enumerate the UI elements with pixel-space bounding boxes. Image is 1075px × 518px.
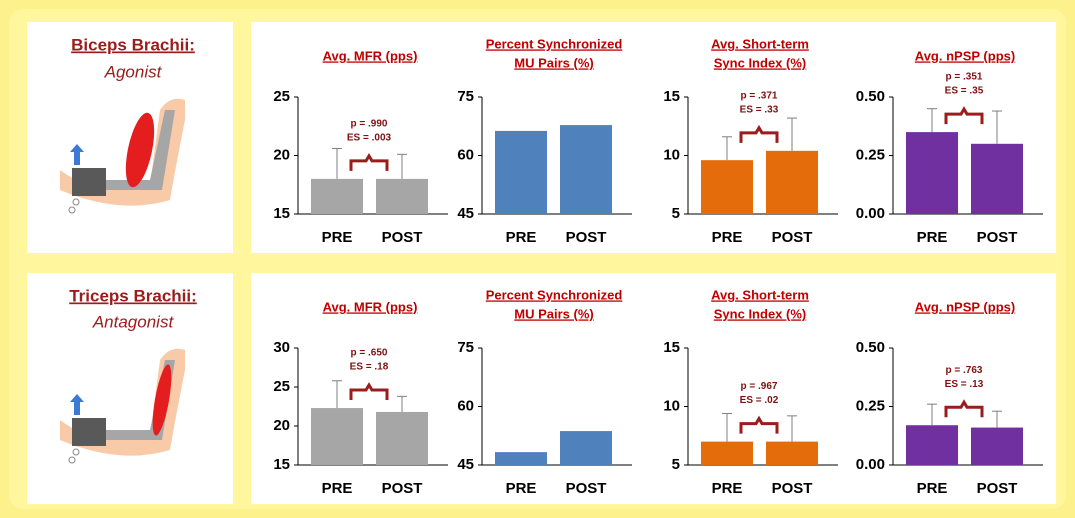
chart-title: Avg. nPSP (pps)	[915, 299, 1015, 314]
x-tick-label: PRE	[712, 229, 743, 246]
bar	[971, 428, 1023, 465]
bar	[376, 179, 428, 214]
y-tick-label: 0.50	[856, 88, 885, 105]
annotation: p = .650	[351, 348, 388, 359]
bar	[311, 408, 363, 465]
chart-title: Avg. Short-term	[711, 287, 809, 302]
muscle-name: Triceps Brachii:	[69, 286, 197, 305]
x-tick-label: POST	[772, 229, 813, 246]
annotation: p = .990	[351, 119, 388, 130]
y-tick-label: 15	[273, 205, 290, 222]
annotation: p = .763	[946, 365, 983, 376]
annotation: ES = .02	[740, 395, 779, 406]
x-tick-label: PRE	[917, 229, 948, 246]
bar	[971, 144, 1023, 214]
chart-title: Percent Synchronized	[486, 36, 623, 51]
annotation: p = .967	[741, 381, 778, 392]
chart-title: Avg. MFR (pps)	[323, 48, 418, 63]
chart-title: Sync Index (%)	[714, 306, 806, 321]
chart-title: MU Pairs (%)	[514, 55, 593, 70]
y-tick-label: 0.00	[856, 456, 885, 473]
y-tick-label: 75	[457, 339, 474, 356]
annotation: ES = .35	[945, 86, 984, 97]
bar	[906, 425, 958, 465]
y-tick-label: 45	[457, 456, 474, 473]
bar	[560, 431, 612, 465]
y-tick-label: 25	[273, 88, 290, 105]
bar	[311, 179, 363, 214]
x-tick-label: PRE	[506, 229, 537, 246]
x-tick-label: PRE	[712, 480, 743, 497]
y-tick-label: 15	[663, 88, 680, 105]
muscle-panel	[27, 22, 233, 253]
bar	[495, 452, 547, 465]
x-tick-label: POST	[382, 229, 423, 246]
annotation: ES = .33	[740, 104, 779, 115]
chart-title: MU Pairs (%)	[514, 306, 593, 321]
x-tick-label: PRE	[506, 480, 537, 497]
y-tick-label: 5	[672, 456, 680, 473]
y-tick-label: 60	[457, 397, 474, 414]
x-tick-label: POST	[566, 480, 607, 497]
bar	[495, 131, 547, 214]
annotation: p = .371	[741, 90, 778, 101]
y-tick-label: 5	[672, 205, 680, 222]
y-tick-label: 0.25	[856, 397, 885, 414]
chart-title: Avg. nPSP (pps)	[915, 48, 1015, 63]
y-tick-label: 15	[663, 339, 680, 356]
chart-title: Avg. MFR (pps)	[323, 299, 418, 314]
annotation: ES = .18	[350, 362, 389, 373]
y-tick-label: 25	[273, 378, 290, 395]
bar	[766, 442, 818, 465]
x-tick-label: PRE	[322, 229, 353, 246]
chart-title: Sync Index (%)	[714, 55, 806, 70]
x-tick-label: POST	[977, 480, 1018, 497]
chart-title: Avg. Short-term	[711, 36, 809, 51]
muscle-role: Antagonist	[92, 312, 175, 331]
bar	[560, 125, 612, 214]
y-tick-label: 10	[663, 146, 680, 163]
y-tick-label: 20	[273, 417, 290, 434]
bar	[906, 132, 958, 214]
x-tick-label: POST	[566, 229, 607, 246]
x-tick-label: POST	[772, 480, 813, 497]
y-tick-label: 0.00	[856, 205, 885, 222]
y-tick-label: 10	[663, 397, 680, 414]
annotation: ES = .003	[347, 133, 392, 144]
figure: Biceps Brachii: Agonist Triceps Brachii:…	[0, 0, 1075, 518]
muscle-name: Biceps Brachii:	[71, 35, 195, 54]
x-tick-label: PRE	[917, 480, 948, 497]
chart-title: Percent Synchronized	[486, 287, 623, 302]
y-tick-label: 20	[273, 146, 290, 163]
bar	[701, 160, 753, 214]
x-tick-label: POST	[977, 229, 1018, 246]
y-tick-label: 60	[457, 146, 474, 163]
muscle-role: Agonist	[104, 62, 163, 81]
y-tick-label: 0.50	[856, 339, 885, 356]
x-tick-label: PRE	[322, 480, 353, 497]
annotation: ES = .13	[945, 379, 984, 390]
y-tick-label: 75	[457, 88, 474, 105]
bar	[701, 442, 753, 465]
annotation: p = .351	[946, 72, 983, 83]
muscle-panel	[27, 273, 233, 504]
x-tick-label: POST	[382, 480, 423, 497]
bar	[766, 151, 818, 214]
bar	[376, 412, 428, 465]
y-tick-label: 0.25	[856, 146, 885, 163]
y-tick-label: 15	[273, 456, 290, 473]
y-tick-label: 30	[273, 339, 290, 356]
y-tick-label: 45	[457, 205, 474, 222]
